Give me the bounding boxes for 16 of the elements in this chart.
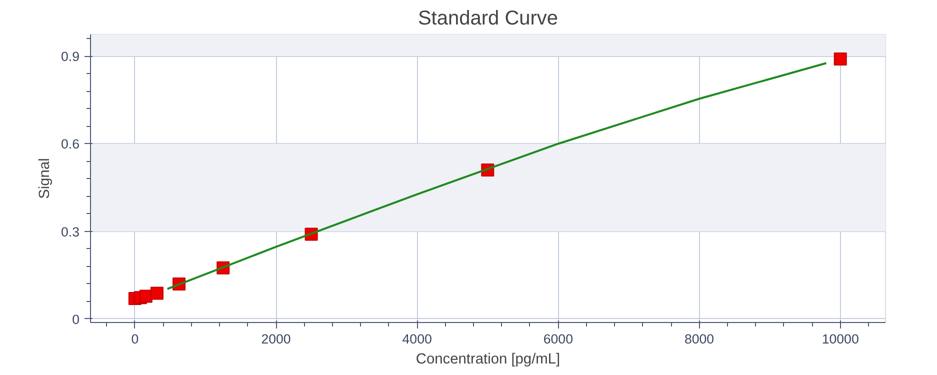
point xyxy=(150,286,164,300)
x-tick-label: 10000 xyxy=(822,332,859,346)
x-axis-title: Concentration [pg/mL] xyxy=(416,352,560,368)
y-tick-label: 0.6 xyxy=(60,136,80,152)
line-series xyxy=(166,62,828,290)
y-tick-label: 0.3 xyxy=(60,224,80,240)
point xyxy=(834,52,847,66)
y-tick-label: 0.9 xyxy=(60,49,80,64)
x-tick-label: 4000 xyxy=(402,332,432,346)
x-tick-label: 6000 xyxy=(543,332,574,346)
y-tick-label: 0 xyxy=(72,312,80,327)
x-tick-label: 8000 xyxy=(684,332,714,346)
x-tick-label: 2000 xyxy=(261,332,291,346)
y-axis-title: Signal xyxy=(36,158,53,199)
chart-title: Standard Curve xyxy=(418,8,558,30)
x-tick-label: 0 xyxy=(131,332,139,346)
